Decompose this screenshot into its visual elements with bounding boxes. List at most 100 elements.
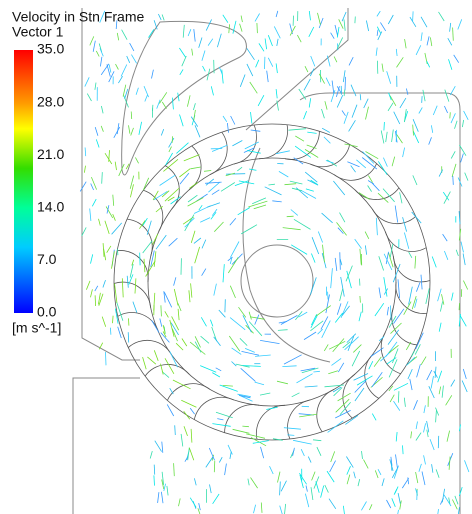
blade bbox=[384, 231, 427, 252]
vector bbox=[346, 474, 351, 485]
vector bbox=[353, 344, 362, 353]
vector bbox=[206, 202, 221, 208]
vector bbox=[388, 385, 394, 392]
vector bbox=[169, 351, 178, 368]
vector bbox=[420, 16, 428, 28]
vector bbox=[393, 400, 401, 411]
vector bbox=[336, 37, 344, 49]
vector bbox=[418, 463, 422, 472]
vector bbox=[315, 481, 320, 493]
vector bbox=[325, 294, 330, 314]
vector bbox=[166, 485, 169, 496]
vector bbox=[446, 430, 450, 442]
vector bbox=[461, 380, 468, 393]
vector bbox=[90, 254, 94, 264]
vector bbox=[353, 373, 369, 381]
vector bbox=[463, 280, 469, 290]
vector bbox=[276, 100, 279, 111]
blade bbox=[371, 208, 416, 225]
vector bbox=[414, 255, 417, 269]
blade bbox=[354, 187, 400, 200]
vector bbox=[230, 115, 236, 125]
vector bbox=[336, 95, 344, 108]
vector bbox=[86, 93, 92, 102]
vector bbox=[112, 315, 114, 324]
vector bbox=[229, 217, 237, 226]
vector bbox=[289, 180, 303, 185]
runner-outer bbox=[113, 123, 431, 441]
vector bbox=[453, 54, 460, 63]
vector bbox=[168, 146, 172, 153]
vector bbox=[358, 311, 362, 322]
vector bbox=[454, 495, 459, 505]
vector bbox=[164, 292, 173, 308]
vector bbox=[246, 48, 255, 61]
vector bbox=[187, 447, 190, 461]
blades bbox=[113, 124, 431, 440]
vector bbox=[420, 32, 423, 42]
vector bbox=[198, 37, 203, 48]
vector bbox=[284, 503, 286, 514]
vector bbox=[170, 322, 179, 336]
vector bbox=[356, 375, 373, 386]
vector bbox=[388, 92, 392, 101]
vector bbox=[361, 501, 367, 511]
vector bbox=[438, 386, 442, 395]
vector bbox=[153, 475, 155, 486]
vector bbox=[323, 344, 329, 352]
vector bbox=[395, 432, 398, 442]
vector bbox=[353, 471, 356, 479]
vector bbox=[342, 70, 346, 83]
vector bbox=[206, 68, 211, 81]
vector bbox=[221, 69, 224, 84]
nozzle-tongue bbox=[121, 20, 247, 176]
vector bbox=[421, 471, 426, 486]
vector bbox=[197, 508, 201, 514]
legend-tick-label: 35.0 bbox=[37, 41, 64, 57]
vector bbox=[378, 256, 384, 271]
vector bbox=[308, 98, 312, 108]
vector bbox=[402, 445, 404, 455]
vector bbox=[117, 326, 122, 339]
blade bbox=[144, 364, 190, 377]
vector bbox=[157, 492, 160, 503]
vector bbox=[450, 151, 456, 159]
vector bbox=[299, 413, 318, 418]
vector bbox=[177, 303, 182, 312]
vector bbox=[171, 328, 178, 342]
vector bbox=[334, 312, 343, 323]
vector bbox=[445, 395, 453, 406]
vector bbox=[381, 63, 384, 72]
vector bbox=[126, 275, 129, 288]
vector bbox=[242, 425, 249, 428]
vector bbox=[377, 31, 383, 41]
vector bbox=[160, 332, 170, 343]
vector bbox=[183, 411, 191, 420]
vector bbox=[84, 147, 87, 157]
vector bbox=[361, 451, 363, 459]
vector bbox=[101, 316, 107, 327]
vector bbox=[428, 386, 435, 399]
vector bbox=[383, 121, 385, 131]
vector bbox=[390, 322, 402, 334]
vector bbox=[326, 159, 338, 167]
vector bbox=[106, 205, 110, 214]
vector bbox=[403, 301, 412, 315]
vector bbox=[275, 89, 278, 99]
vector bbox=[222, 385, 233, 387]
vector bbox=[194, 478, 197, 486]
vector bbox=[189, 497, 197, 508]
vector bbox=[151, 69, 154, 79]
vector bbox=[301, 367, 319, 374]
vector bbox=[264, 186, 282, 196]
vector bbox=[334, 24, 339, 37]
vector bbox=[389, 95, 397, 107]
vector bbox=[161, 479, 165, 489]
vector bbox=[393, 308, 405, 324]
vector bbox=[464, 172, 469, 181]
vector bbox=[152, 234, 159, 245]
vector bbox=[90, 183, 94, 191]
vector bbox=[253, 504, 256, 514]
vector bbox=[210, 319, 214, 327]
vector bbox=[335, 410, 351, 419]
